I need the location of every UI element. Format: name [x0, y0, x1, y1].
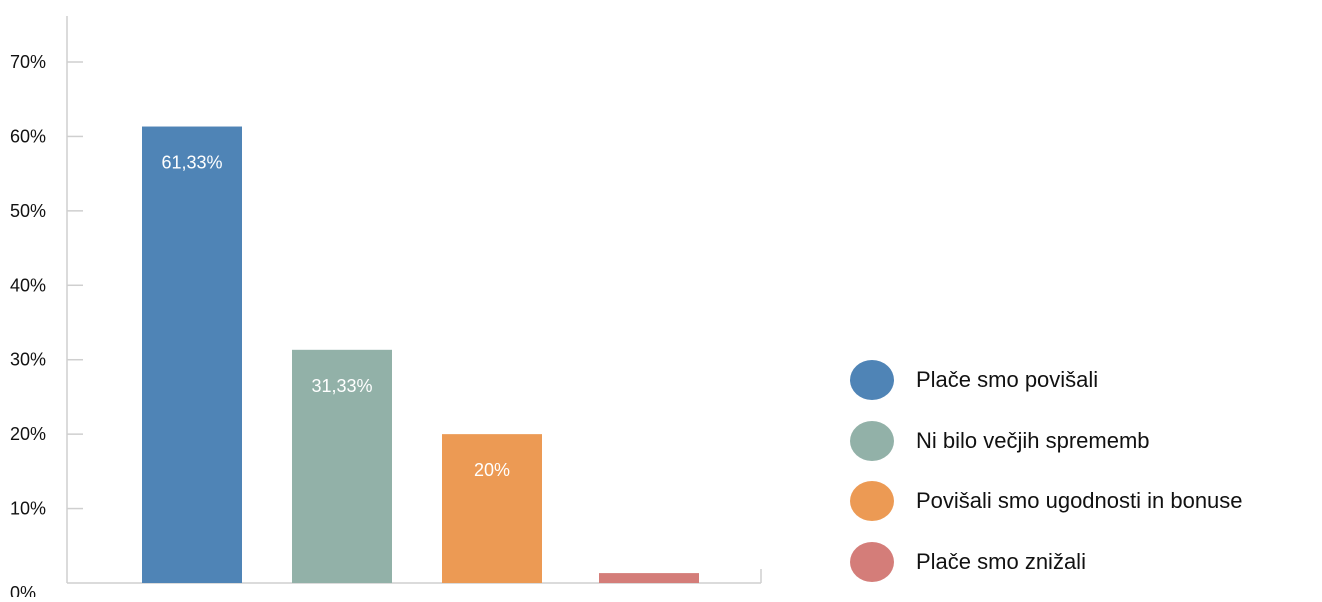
legend-label: Ni bilo večjih sprememb: [916, 427, 1150, 453]
bar-value-label: 20%: [474, 460, 510, 480]
y-tick-label: 40%: [10, 275, 46, 295]
y-tick-label: 50%: [10, 201, 46, 221]
y-tick-label: 70%: [10, 52, 46, 72]
y-tick-label: 30%: [10, 350, 46, 370]
bar-value-label: 61,33%: [161, 153, 222, 173]
bar-value-label: 31,33%: [311, 376, 372, 396]
y-tick-label: 60%: [10, 126, 46, 146]
legend-item: Ni bilo večjih sprememb: [850, 420, 1243, 461]
legend-label: Plače smo znižali: [916, 548, 1086, 574]
bar: [442, 434, 542, 583]
legend-item: Plače smo povišali: [850, 360, 1243, 400]
bar: [292, 349, 392, 583]
legend-swatch: [850, 360, 894, 400]
legend-item: Plače smo znižali: [850, 541, 1243, 582]
legend-swatch: [850, 481, 894, 521]
y-tick-label: 10%: [10, 499, 46, 519]
y-tick-label: 20%: [10, 424, 46, 444]
data-labels: 61,33% 31,33% 20%: [161, 153, 510, 481]
bar: [599, 573, 699, 583]
y-tick-label: 0%: [10, 583, 36, 597]
legend-label: Povišali smo ugodnosti in bonuse: [916, 488, 1243, 513]
legend-swatch: [850, 541, 894, 582]
y-axis-ticks: 0% 10% 20% 30% 40% 50% 60% 70%: [10, 52, 83, 597]
bar: [142, 126, 242, 583]
legend: Plače smo povišali Ni bilo večjih spreme…: [850, 360, 1243, 602]
legend-label: Plače smo povišali: [916, 367, 1099, 392]
legend-swatch: [850, 420, 894, 461]
legend-item: Povišali smo ugodnosti in bonuse: [850, 481, 1243, 521]
bars: [142, 126, 699, 583]
